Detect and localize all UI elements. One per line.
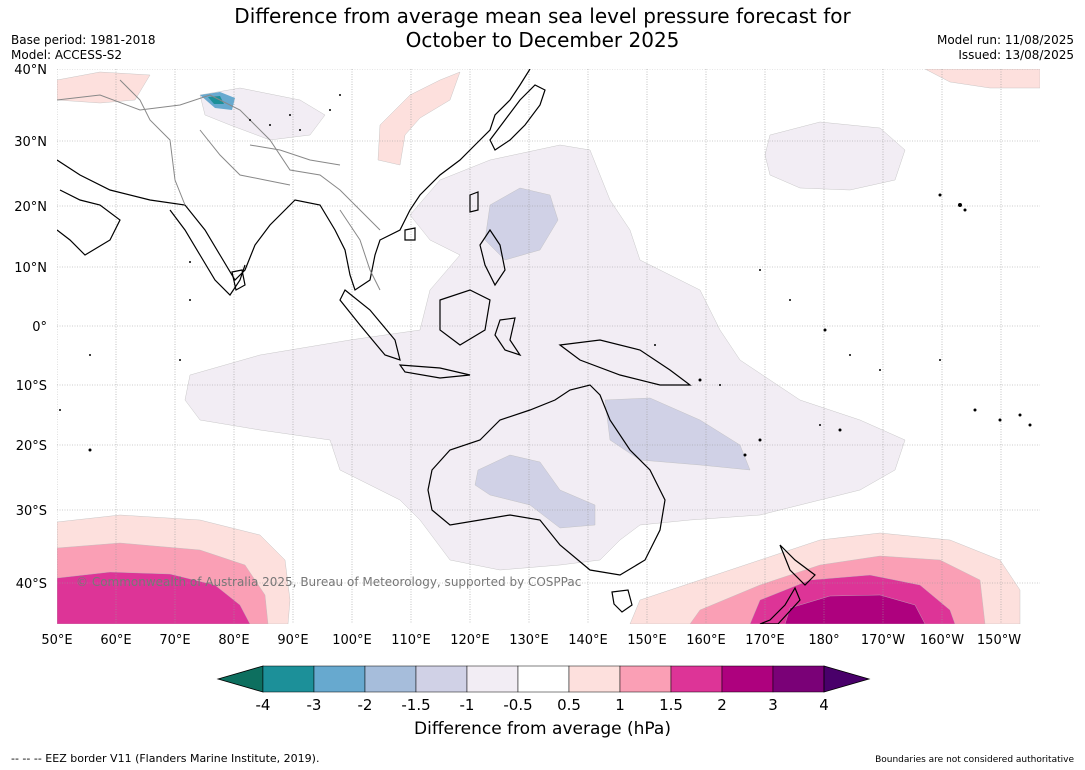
colorbar-swatch	[568, 665, 621, 693]
colorbar-tick-label: -3	[307, 696, 322, 714]
model-name: Model: ACCESS-S2	[11, 48, 123, 62]
lon-label: 180°	[808, 633, 839, 648]
lon-label: 140°E	[568, 633, 608, 648]
colorbar-swatch	[619, 665, 672, 693]
australia-coast	[427, 384, 666, 576]
lon-label: 100°E	[332, 633, 372, 648]
model-run: Model run: 11/08/2025	[936, 33, 1074, 47]
lon-label: 150°W	[977, 633, 1021, 648]
region-pos15-sw	[57, 571, 251, 624]
title-line-1: Difference from average mean sea level p…	[234, 4, 851, 28]
coastlines	[57, 69, 816, 624]
colorbar-swatch	[466, 665, 519, 693]
model-info: Base period: 1981-2018 Model: ACCESS-S2	[11, 33, 156, 63]
region-lt-neg1-north	[764, 121, 906, 191]
region-pos05-nw	[57, 71, 151, 104]
lat-label: 10°N	[14, 261, 47, 276]
hainan-coast	[404, 227, 416, 241]
pacific-islands	[59, 94, 1032, 457]
colorbar-tick-label: 4	[819, 696, 829, 714]
region-pos05-ne	[924, 69, 1040, 89]
colorbar-tick-label: 1	[615, 696, 625, 714]
lon-label: 170°E	[745, 633, 785, 648]
title-line-2: October to December 2025	[405, 28, 680, 52]
eez-legend: -- -- -- EEZ border V11 (Flanders Marine…	[11, 752, 320, 765]
sri-lanka-coast	[231, 269, 246, 291]
java-coast	[398, 364, 471, 379]
colorbar-tick-label: 2	[717, 696, 727, 714]
colorbar-swatch	[517, 665, 570, 693]
region-pos05-china	[377, 71, 461, 166]
colorbar: -4 -3 -2 -1.5 -1 -0.5 0.5 1 1.5 2 3 4	[216, 665, 871, 714]
borders	[57, 79, 381, 291]
graticule	[57, 69, 1040, 624]
colorbar-extend-high	[823, 665, 871, 693]
lon-label: 50°E	[41, 633, 72, 648]
lon-label: 90°E	[277, 633, 308, 648]
philippines-coast	[479, 228, 506, 287]
colorbar-swatch	[313, 665, 366, 693]
issued-date: Issued: 13/08/2025	[958, 48, 1074, 62]
longitude-labels: 50°E 60°E 70°E 80°E 90°E 100°E 110°E 120…	[41, 633, 1021, 648]
colorbar-swatch	[670, 665, 723, 693]
colorbar-tick-label: -1	[460, 696, 475, 714]
latitude-labels: 40°N 30°N 20°N 10°N 0° 10°S 20°S 30°S 40…	[14, 63, 47, 592]
colorbar-tick-label: 1.5	[659, 696, 683, 714]
arabia-coast	[57, 189, 121, 256]
colorbar-tick-label: -4	[256, 696, 271, 714]
lat-label: 40°S	[16, 577, 47, 592]
lon-label: 70°E	[159, 633, 190, 648]
lon-label: 130°E	[509, 633, 549, 648]
lat-label: 40°N	[14, 63, 47, 78]
lat-label: 30°N	[14, 135, 47, 150]
lon-label: 150°E	[627, 633, 667, 648]
lat-label: 10°S	[16, 379, 47, 394]
asia-mainland-coast	[57, 69, 531, 291]
lat-label: 30°S	[16, 504, 47, 519]
lon-label: 160°E	[686, 633, 726, 648]
colorbar-tick-label: 0.5	[557, 696, 581, 714]
lon-label: 60°E	[100, 633, 131, 648]
map-title: Difference from average mean sea level p…	[0, 4, 1085, 52]
new-zealand-north	[779, 544, 816, 586]
lon-label: 80°E	[218, 633, 249, 648]
taiwan-coast	[469, 191, 479, 213]
colorbar-swatch	[415, 665, 468, 693]
sulawesi-coast	[494, 317, 522, 357]
colorbar-tick-label: -1.5	[401, 696, 430, 714]
lon-label: 160°W	[920, 633, 964, 648]
colorbar-tick-label: 3	[768, 696, 778, 714]
colorbar-extend-low	[216, 665, 264, 693]
base-period: Base period: 1981-2018	[11, 33, 156, 47]
colorbar-tick-label: -2	[358, 696, 373, 714]
sumatra-coast	[339, 289, 401, 361]
issue-info: Model run: 11/08/2025 Issued: 13/08/2025	[937, 33, 1074, 63]
new-guinea-coast	[558, 339, 692, 386]
lon-label: 120°E	[450, 633, 490, 648]
colorbar-swatch	[364, 665, 417, 693]
colorbar-swatch	[772, 665, 825, 693]
tasmania-coast	[611, 589, 633, 613]
japan-coast	[489, 84, 546, 151]
region-pos2-se	[784, 594, 926, 624]
disclaimer: Boundaries are not considered authoritat…	[875, 755, 1074, 765]
colorbar-swatch	[262, 665, 315, 693]
lat-label: 20°S	[16, 439, 47, 454]
borneo-coast	[439, 289, 491, 346]
lon-label: 110°E	[391, 633, 431, 648]
lat-label: 0°	[32, 320, 47, 335]
lon-label: 170°W	[861, 633, 905, 648]
colorbar-label: Difference from average (hPa)	[414, 719, 671, 739]
region-neg1-coral-sea	[604, 397, 751, 471]
colorbar-swatch	[721, 665, 774, 693]
anomaly-shading	[57, 69, 1040, 624]
copyright-notice: © Commonwealth of Australia 2025, Bureau…	[76, 575, 581, 589]
lat-label: 20°N	[14, 200, 47, 215]
india-coast	[169, 209, 246, 296]
new-zealand-south	[759, 586, 801, 624]
region-neg-himalaya-core	[208, 96, 224, 104]
colorbar-tick-label: -0.5	[503, 696, 532, 714]
